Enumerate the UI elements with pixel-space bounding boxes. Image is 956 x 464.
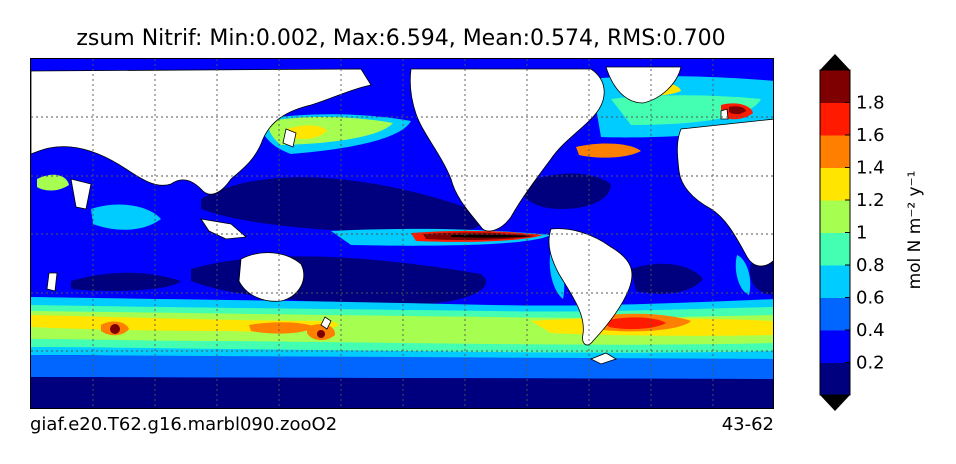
greenland-land: [605, 66, 682, 104]
colorbar-label: mol N m⁻² y⁻¹: [905, 170, 925, 290]
north-pacific-yellow: [287, 125, 327, 139]
ocean-field-map: [31, 59, 773, 408]
colorbar-tick-label: 1.8: [856, 93, 885, 114]
indian-cyan: [91, 204, 161, 230]
colorbar-tick-label: 0.8: [856, 255, 885, 276]
benguela-cyan: [735, 255, 751, 295]
indonesia-land: [200, 218, 247, 240]
nz-land: [320, 316, 332, 330]
colorbar-tick-label: 1.4: [856, 158, 885, 179]
south-america-land: [548, 228, 633, 346]
map-panel: [30, 58, 774, 409]
sw-indian-hotspot-core: [110, 324, 120, 334]
madagascar-land: [46, 272, 58, 292]
colorbar-segment: [820, 232, 850, 266]
colorbar-tick-label: 1.6: [856, 125, 885, 146]
graticule: [31, 59, 773, 408]
japan-land: [282, 128, 297, 148]
colorbar-segment: [820, 200, 850, 233]
colorbar-extend-max: [820, 54, 850, 70]
north-atlantic-orange: [576, 143, 641, 158]
colorbar-segment: [820, 330, 850, 363]
south-atlantic-gyre: [631, 263, 703, 294]
colorbar-segment: [820, 102, 850, 136]
arabian-lime: [37, 174, 69, 191]
north-pacific-gyre: [201, 177, 483, 235]
colorbar-segment: [820, 70, 850, 103]
indian-gyre: [750, 257, 773, 295]
colorbar-segment: [820, 167, 850, 201]
colorbar-tick-label: 0.4: [856, 320, 885, 341]
chart-title: zsum Nitrif: Min:0.002, Max:6.594, Mean:…: [76, 26, 726, 51]
colorbar-extend-min: [820, 395, 850, 411]
colorbar-tick-label: 1.2: [856, 190, 885, 211]
colorbar-tick-label: 1: [856, 223, 867, 244]
antarctic-shelf-dark: [31, 377, 773, 408]
colorbar-segment: [820, 135, 850, 168]
antarctic-peninsula-land: [590, 352, 617, 365]
year-range: 43-62: [721, 414, 774, 435]
nz-hotspot-core: [317, 330, 325, 338]
colorbar-segment: [820, 297, 850, 331]
north-atlantic-gyre: [520, 173, 611, 209]
colorbar-segment: [820, 265, 850, 298]
europe-dark: [729, 106, 746, 115]
india-land: [70, 178, 92, 210]
antarctic-shelf-blue: [31, 355, 773, 379]
indian-orange: [249, 322, 316, 334]
africa-europe-land: [676, 118, 773, 267]
uk-land: [720, 108, 729, 120]
colorbar-tick-label: 0.2: [856, 353, 885, 374]
south-pacific-gyre-2: [71, 272, 181, 291]
colorbar-segment: [820, 362, 850, 396]
colorbar: 0.2 0.4 0.6 0.8 1 1.2 1.4 1.6 1.8: [819, 54, 885, 411]
south-atlantic-red: [603, 317, 666, 330]
eq-pacific-black: [451, 234, 531, 238]
colorbar-tick-label: 0.6: [856, 288, 885, 309]
north-america-land: [409, 68, 605, 232]
land: [31, 66, 773, 365]
australia-land: [238, 252, 305, 302]
asia-land: [31, 68, 372, 195]
case-name: giaf.e20.T62.g16.marbl090.zooO2: [30, 414, 338, 435]
